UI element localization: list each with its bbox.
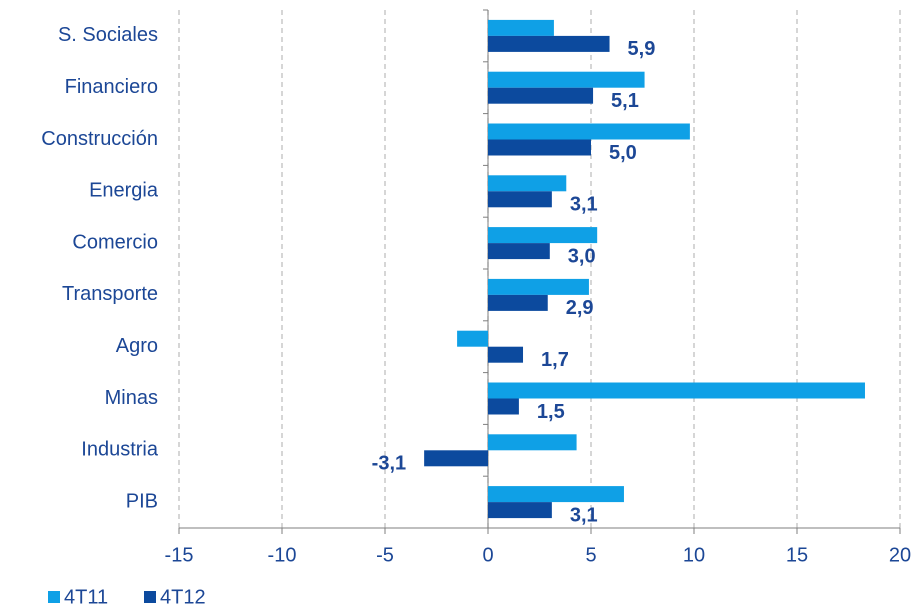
- y-tick-label: Energia: [89, 180, 159, 202]
- data-label: -3,1: [372, 453, 406, 475]
- legend-swatch: [144, 591, 156, 603]
- data-label: 3,1: [570, 504, 598, 526]
- x-tick-label: -10: [268, 544, 297, 566]
- bar: [488, 486, 624, 503]
- data-label: 1,5: [537, 401, 565, 423]
- y-tick-label: Minas: [105, 387, 158, 409]
- bar: [488, 191, 552, 208]
- y-tick-label: Construcción: [41, 128, 158, 150]
- data-label: 3,1: [570, 194, 598, 216]
- bar: [488, 175, 567, 192]
- bar: [488, 434, 577, 451]
- bar: [488, 87, 594, 104]
- bar: [424, 450, 488, 467]
- bar: [488, 346, 524, 363]
- bar: [488, 227, 598, 244]
- data-label: 5,9: [628, 38, 656, 60]
- bar: [488, 502, 552, 519]
- bar: [488, 294, 548, 311]
- data-label: 2,9: [566, 297, 594, 319]
- bar: [488, 243, 550, 260]
- y-tick-label: S. Sociales: [58, 24, 158, 46]
- x-tick-label: 20: [889, 544, 911, 566]
- y-tick-label: Industria: [81, 439, 159, 461]
- y-tick-label: Agro: [116, 335, 158, 357]
- legend-swatch: [48, 591, 60, 603]
- bar: [488, 398, 519, 415]
- bar: [488, 123, 690, 140]
- legend-label: 4T12: [160, 586, 206, 605]
- y-tick-label: PIB: [126, 490, 158, 512]
- legend-label: 4T11: [64, 586, 108, 605]
- bar: [488, 382, 865, 399]
- x-tick-label: 10: [683, 544, 705, 566]
- data-label: 3,0: [568, 245, 596, 267]
- bar: [488, 19, 554, 36]
- x-tick-label: -5: [376, 544, 394, 566]
- x-tick-label: 15: [786, 544, 808, 566]
- bar: [457, 330, 488, 347]
- bar: [488, 71, 645, 88]
- y-tick-label: Transporte: [62, 283, 158, 305]
- y-tick-label: Comercio: [72, 231, 158, 253]
- data-label: 5,1: [611, 90, 639, 112]
- bar: [488, 139, 591, 156]
- bar: [488, 278, 589, 295]
- data-label: 1,7: [541, 349, 569, 371]
- bar: [488, 35, 610, 52]
- y-tick-label: Financiero: [65, 76, 158, 98]
- x-tick-label: 5: [585, 544, 596, 566]
- x-tick-label: -15: [165, 544, 194, 566]
- data-label: 5,0: [609, 142, 637, 164]
- x-tick-label: 0: [482, 544, 493, 566]
